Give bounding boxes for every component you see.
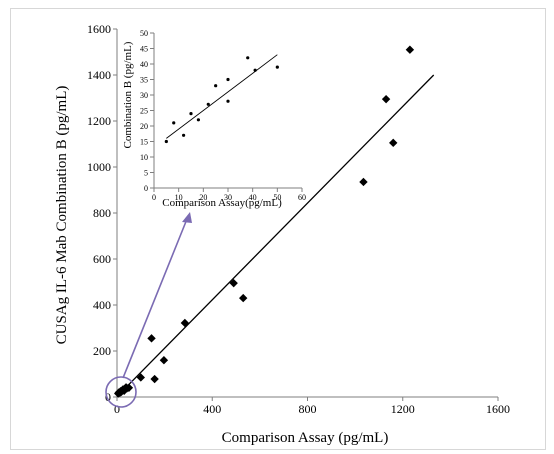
inset-y-tick-label: 15 [140, 137, 148, 146]
main-y-tick-label: 1200 [87, 114, 111, 128]
main-x-tick-label: 1200 [391, 402, 415, 416]
inset-trendline [166, 54, 278, 139]
inset-data-point [275, 65, 279, 69]
inset-data-point [226, 77, 230, 82]
main-data-point [136, 373, 146, 382]
inset-data-point [196, 118, 200, 122]
inset-y-tick-label: 35 [140, 75, 148, 84]
inset-y-tick-label: 45 [140, 44, 148, 53]
main-y-tick-label: 1400 [87, 68, 111, 82]
main-y-tick-label: 800 [93, 206, 111, 220]
main-data-point [405, 45, 415, 54]
inset-x-tick-label: 40 [249, 193, 257, 202]
main-y-tick-label: 600 [93, 252, 111, 266]
figure-frame [10, 8, 546, 450]
inset-x-tick-label: 30 [224, 193, 232, 202]
inset-x-tick-label: 60 [298, 193, 306, 202]
inset-y-tick-label: 30 [140, 91, 148, 100]
inset-x-axis-label: Comparison Assay(pg/mL) [162, 197, 282, 209]
inset-y-axis-label: Combination B (pg/mL) [122, 41, 134, 148]
main-y-tick-label: 200 [93, 344, 111, 358]
main-y-tick-label: 1000 [87, 160, 111, 174]
main-data-point [389, 138, 398, 148]
main-y-tick-label: 0 [105, 390, 111, 404]
inset-x-tick-label: 50 [273, 193, 281, 202]
inset-y-tick-label: 20 [140, 122, 148, 131]
main-data-point [359, 177, 368, 187]
main-data-point [229, 278, 238, 288]
inset-data-point [246, 56, 250, 60]
main-data-point [150, 374, 159, 384]
inset-x-tick-label: 20 [199, 193, 207, 202]
inset-y-tick-label: 10 [140, 153, 148, 162]
inset-y-tick-label: 40 [140, 60, 148, 69]
main-y-tick-label: 400 [93, 298, 111, 312]
main-x-tick-label: 0 [114, 402, 120, 416]
inset-y-tick-label: 0 [144, 184, 148, 193]
inset-data-point [226, 99, 230, 103]
main-axes: 0 400 800 1200 16000200400600800100012001400… [87, 22, 510, 416]
main-y-axis-label: CUSAg IL-6 Mab Combination B (pg/mL) [54, 86, 70, 345]
main-data-point [180, 318, 190, 328]
inset-y-tick-label: 50 [140, 29, 148, 38]
main-data-point [239, 293, 248, 303]
inset-data-point [189, 112, 193, 116]
zoom-arrow [122, 218, 188, 379]
inset-data-point [206, 102, 210, 106]
main-data-point [124, 383, 134, 392]
main-points [113, 45, 435, 398]
inset-data-point [253, 68, 257, 72]
inset-data-point [172, 121, 176, 125]
inset-data-point [164, 139, 168, 144]
main-x-axis-label: Comparison Assay (pg/mL) [222, 430, 389, 446]
inset-y-tick-label: 25 [140, 106, 148, 115]
zoom-arrowhead [182, 212, 192, 223]
main-data-point [381, 94, 391, 104]
main-x-tick-label: 400 [203, 402, 221, 416]
inset-x-tick-label: 10 [175, 193, 183, 202]
inset-data-point [214, 84, 218, 88]
inset-y-tick-label: 5 [144, 168, 148, 177]
inset-x-tick-label: 0 [152, 193, 156, 202]
inset-data-point [182, 133, 186, 137]
inset-points [164, 54, 279, 144]
zoom-highlight-circle [105, 376, 137, 408]
main-x-tick-label: 800 [299, 402, 317, 416]
main-data-point [147, 334, 156, 343]
main-y-tick-label: 1600 [87, 22, 111, 36]
main-trendline [116, 74, 435, 397]
inset-axes: 0 10 20 30 40 50 60 0 5 10 15 20 25 30 35 40 45 50 [140, 29, 306, 202]
main-data-point [159, 356, 169, 365]
main-x-tick-label: 1600 [486, 402, 510, 416]
